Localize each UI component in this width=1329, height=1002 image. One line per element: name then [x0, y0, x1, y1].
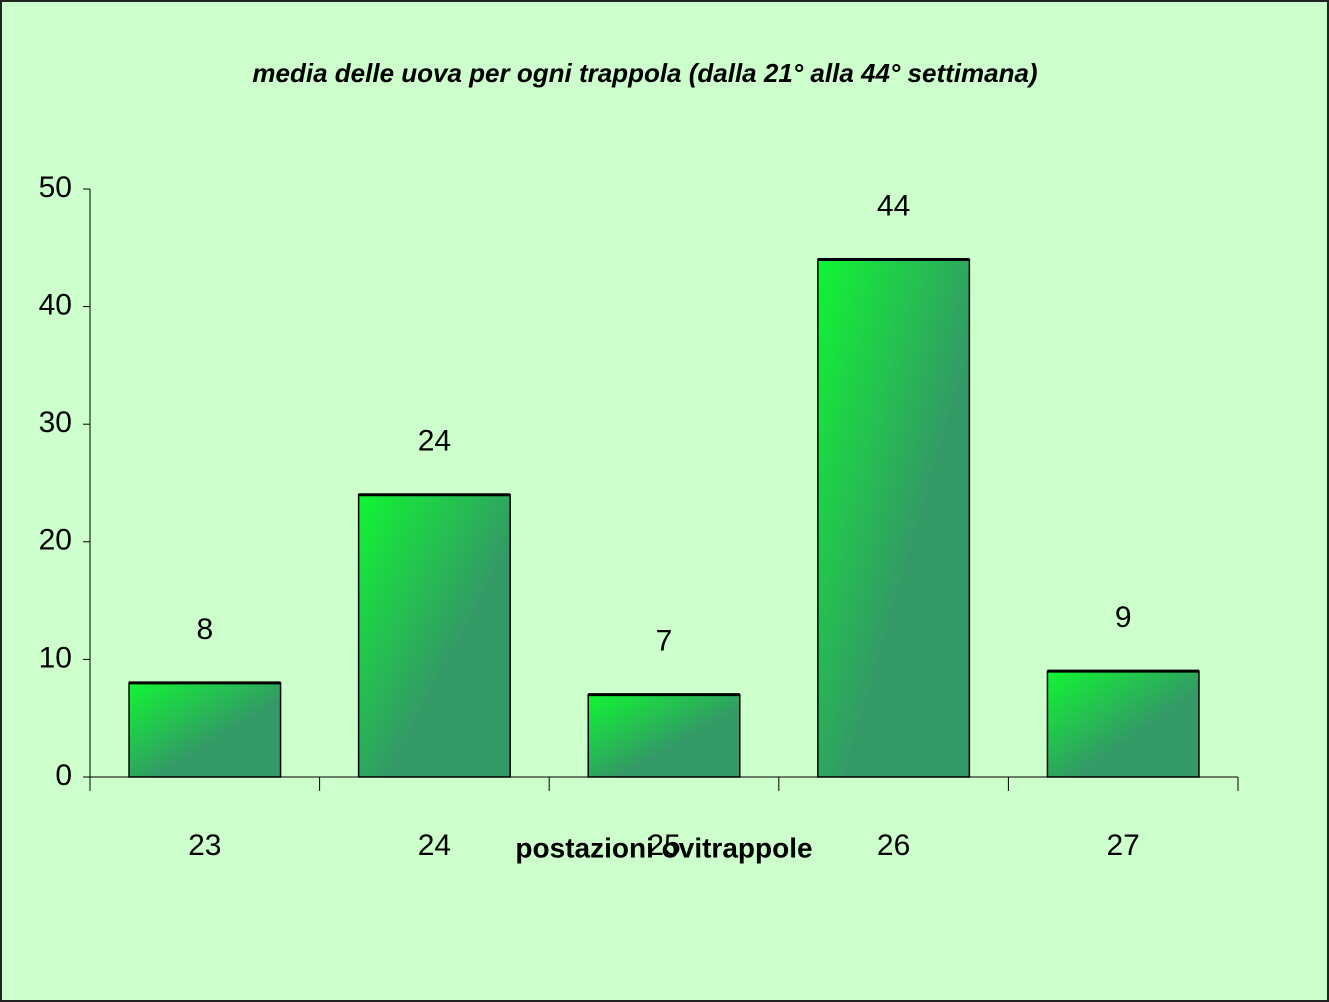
bar	[1046, 670, 1200, 778]
y-tick-label: 40	[39, 289, 72, 322]
bar	[128, 682, 282, 778]
chart-title: media delle uova per ogni trappola (dall…	[252, 58, 1037, 88]
x-axis-label: postazioni ovitrappole	[515, 832, 812, 863]
x-tick-label: 25	[647, 829, 680, 862]
data-label: 44	[877, 189, 910, 222]
y-tick-label: 0	[55, 759, 72, 792]
bar	[817, 258, 971, 778]
x-tick-label: 26	[877, 829, 910, 862]
y-tick-label: 50	[39, 171, 72, 204]
x-tick-label: 24	[418, 829, 451, 862]
y-tick-label: 30	[39, 406, 72, 439]
data-label: 7	[656, 625, 673, 658]
y-tick-label: 10	[39, 641, 72, 674]
bar	[357, 494, 511, 778]
data-label: 9	[1115, 601, 1132, 634]
x-tick-label: 27	[1107, 829, 1140, 862]
bar	[587, 693, 741, 778]
x-tick-label: 23	[188, 829, 221, 862]
data-label: 24	[418, 425, 451, 458]
y-tick-label: 20	[39, 524, 72, 557]
data-label: 8	[196, 613, 213, 646]
